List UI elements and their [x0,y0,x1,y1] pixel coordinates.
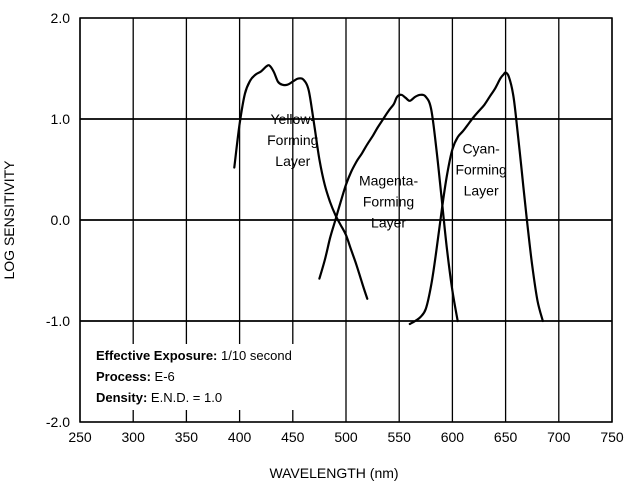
curve-yellow-forming-layer [233,64,369,300]
x-tick-label-450: 450 [281,429,305,445]
annotation-key: Effective Exposure: [96,348,217,363]
annotation-line: Process: E-6 [96,369,175,384]
curve-label-line: Yellow- [270,111,315,127]
x-tick-label-250: 250 [68,429,92,445]
x-tick-label-350: 350 [175,429,199,445]
y-tick-label--1.0: -1.0 [46,313,70,329]
annotation-line: Density: E.N.D. = 1.0 [96,390,222,405]
curve-label-line: Layer [371,215,406,231]
y-tick-label-0.0: 0.0 [51,212,71,228]
y-tick-label-1.0: 1.0 [51,111,71,127]
x-tick-label-550: 550 [388,429,412,445]
annotation-line: Effective Exposure: 1/10 second [96,348,292,363]
curve-cyan-forming-layer [408,71,544,326]
annotation-value: E-6 [151,369,175,384]
curve-label-line: Forming [267,132,318,148]
annotation-box: Effective Exposure: 1/10 second Process: … [92,344,342,410]
y-tick-label--2.0: -2.0 [46,414,70,430]
curve-label-magenta: Magenta- Forming Layer [359,173,418,231]
curve-label-line: Layer [275,153,310,169]
curve-label-line: Cyan- [462,140,500,156]
curve-label-line: Forming [363,194,414,210]
tick-labels: 250 300 350 400 450 500 550 600 650 700 750 2.0 1.0 0… [46,10,624,445]
annotation-key: Process: [96,369,151,384]
x-tick-label-500: 500 [334,429,358,445]
curve-label-line: Magenta- [359,173,418,189]
annotation-key: Density: [96,390,147,405]
curves [233,64,544,326]
curve-label-yellow: Yellow- Forming Layer [267,111,318,169]
x-tick-label-750: 750 [600,429,624,445]
x-tick-label-700: 700 [547,429,571,445]
curve-labels: Yellow-FormingLayerMagenta-FormingLayerC… [267,111,507,231]
x-tick-label-300: 300 [122,429,146,445]
plot-frame [79,17,613,423]
x-tick-label-400: 400 [228,429,252,445]
x-tick-label-650: 650 [494,429,518,445]
curve-label-line: Layer [464,182,499,198]
y-axis-title: LOG SENSITIVITY [1,160,17,280]
x-tick-label-600: 600 [441,429,465,445]
curve-label-line: Forming [455,161,506,177]
annotation-value: 1/10 second [217,348,291,363]
curve-label-cyan: Cyan- Forming Layer [455,140,506,198]
curve-magenta-forming-layer [318,93,459,323]
y-tick-label-2.0: 2.0 [51,10,71,26]
annotation-value: E.N.D. = 1.0 [147,390,222,405]
annotation-background [92,344,342,410]
x-axis-title: WAVELENGTH (nm) [269,465,398,481]
grid [79,17,613,423]
